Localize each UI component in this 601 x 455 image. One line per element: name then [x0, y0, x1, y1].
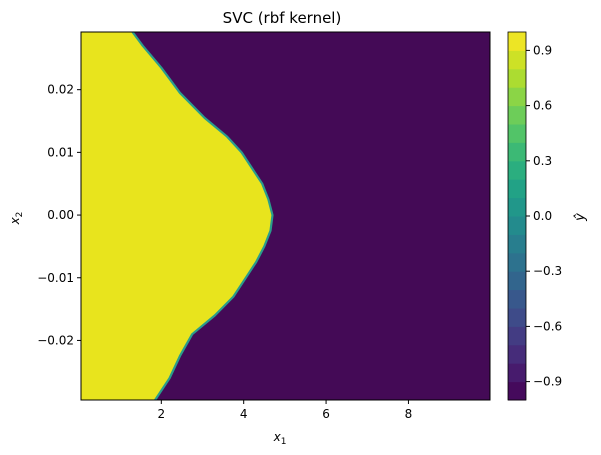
colorbar-tick-label: 0.6 — [533, 99, 552, 113]
colorbar-level — [508, 271, 526, 291]
colorbar-label: ŷ — [573, 213, 588, 222]
colorbar-level — [508, 105, 526, 125]
plot-frame — [80, 31, 491, 401]
colorbar-level — [508, 326, 526, 346]
chart-title: SVC (rbf kernel) — [223, 9, 342, 27]
colorbar-level — [508, 381, 526, 401]
colorbar-level — [508, 50, 526, 70]
colorbar-level — [508, 142, 526, 162]
colorbar-level — [508, 68, 526, 88]
colorbar-level — [508, 234, 526, 254]
y-tick-label: 0.01 — [47, 145, 74, 159]
colorbar-level — [508, 289, 526, 309]
colorbar: −0.9 −0.6 −0.3 0.0 0.3 0.6 0.9 — [507, 31, 562, 401]
colorbar-tick-label: 0.0 — [533, 209, 552, 223]
colorbar-tick-label: −0.9 — [533, 375, 562, 389]
y-tick-label: −0.02 — [37, 333, 74, 347]
x-axis-label: x1 — [273, 430, 287, 447]
y-tick-label: −0.01 — [37, 271, 74, 285]
x-tick-label: 6 — [322, 407, 330, 421]
y-axis: −0.02 −0.01 0.00 0.01 0.02 — [37, 83, 81, 347]
y-axis-label-main: x — [8, 216, 22, 225]
colorbar-level — [508, 363, 526, 383]
y-tick-label: 0.02 — [47, 83, 74, 97]
x-tick-label: 2 — [157, 407, 165, 421]
colorbar-tick-label: −0.3 — [533, 264, 562, 278]
x-axis-label-subscript: 1 — [281, 437, 287, 447]
y-axis-label-subscript: 2 — [15, 212, 25, 218]
y-tick-label: 0.00 — [47, 208, 74, 222]
colorbar-level — [508, 87, 526, 107]
colorbar-level — [508, 252, 526, 272]
colorbar-level — [508, 197, 526, 217]
plot-area — [80, 31, 491, 401]
decision-boundary — [131, 31, 274, 401]
region-positive-class — [81, 32, 273, 400]
colorbar-level — [508, 216, 526, 235]
colorbar-level — [508, 179, 526, 199]
colorbar-tick-label: 0.3 — [533, 154, 552, 168]
x-axis: 2 4 6 8 — [157, 400, 412, 421]
colorbar-tick-label: −0.6 — [533, 319, 562, 333]
x-axis-label-main: x — [273, 430, 282, 444]
colorbar-level — [508, 32, 526, 51]
colorbar-level — [508, 124, 526, 143]
colorbar-level — [508, 344, 526, 364]
colorbar-tick-label: 0.9 — [533, 43, 552, 57]
x-tick-label: 8 — [405, 407, 413, 421]
y-axis-label: x2 — [8, 212, 25, 226]
colorbar-level — [508, 308, 526, 327]
x-tick-label: 4 — [240, 407, 248, 421]
colorbar-level — [508, 160, 526, 180]
